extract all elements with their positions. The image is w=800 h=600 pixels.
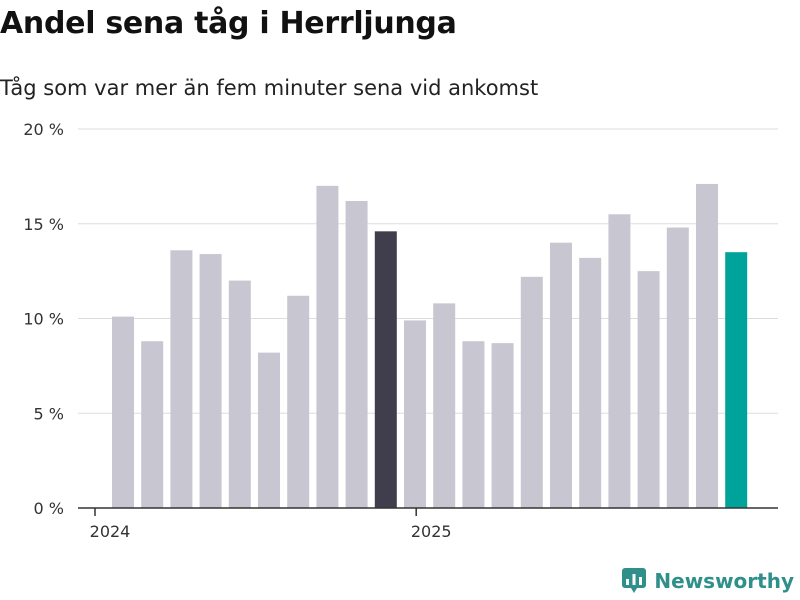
brand-name: Newsworthy xyxy=(654,569,794,593)
bar-2025-02 xyxy=(491,343,514,508)
bar-2024-06 xyxy=(258,352,280,508)
bar-2025-08 xyxy=(666,227,689,509)
chart-subtitle: Tåg som var mer än fem minuter sena vid … xyxy=(0,76,539,100)
bar-2025-10 xyxy=(725,252,748,508)
gridlines xyxy=(78,128,778,414)
y-tick-label: 0 % xyxy=(34,499,64,518)
bar-2024-10 xyxy=(374,231,397,508)
bar-2025-03 xyxy=(520,276,543,508)
y-tick-label: 10 % xyxy=(23,310,64,329)
bar-2024-02 xyxy=(141,341,164,508)
axes: 0 % 5 % 10 % 15 % 20 % 2024 2025 xyxy=(23,120,778,541)
bar-2024-08 xyxy=(316,185,339,508)
bar-2024-03 xyxy=(170,250,193,508)
bar-2024-04 xyxy=(199,254,222,508)
y-tick-label: 20 % xyxy=(23,120,64,139)
newsworthy-logo[interactable]: Newsworthy xyxy=(622,568,794,594)
chart-title: Andel sena tåg i Herrljunga xyxy=(0,6,457,41)
bar-2024-11 xyxy=(404,320,426,508)
bar-2025-04 xyxy=(550,242,572,508)
bar-2025-05 xyxy=(579,257,602,508)
bar-2024-01 xyxy=(112,316,134,508)
bar-2024-05 xyxy=(228,280,251,508)
bar-chart-icon xyxy=(622,568,647,593)
bar-2024-07 xyxy=(287,295,310,508)
x-tick-label: 2024 xyxy=(90,522,131,541)
x-tick-label: 2025 xyxy=(411,522,452,541)
bars xyxy=(112,183,748,509)
y-tick-label: 5 % xyxy=(34,404,64,423)
bar-2025-09 xyxy=(696,183,718,508)
bar-2024-09 xyxy=(345,201,368,508)
bar-2024-12 xyxy=(433,303,456,508)
bar-2025-06 xyxy=(608,214,631,508)
bar-2025-07 xyxy=(637,271,660,508)
bar-2025-01 xyxy=(462,341,485,508)
y-tick-label: 15 % xyxy=(23,215,64,234)
